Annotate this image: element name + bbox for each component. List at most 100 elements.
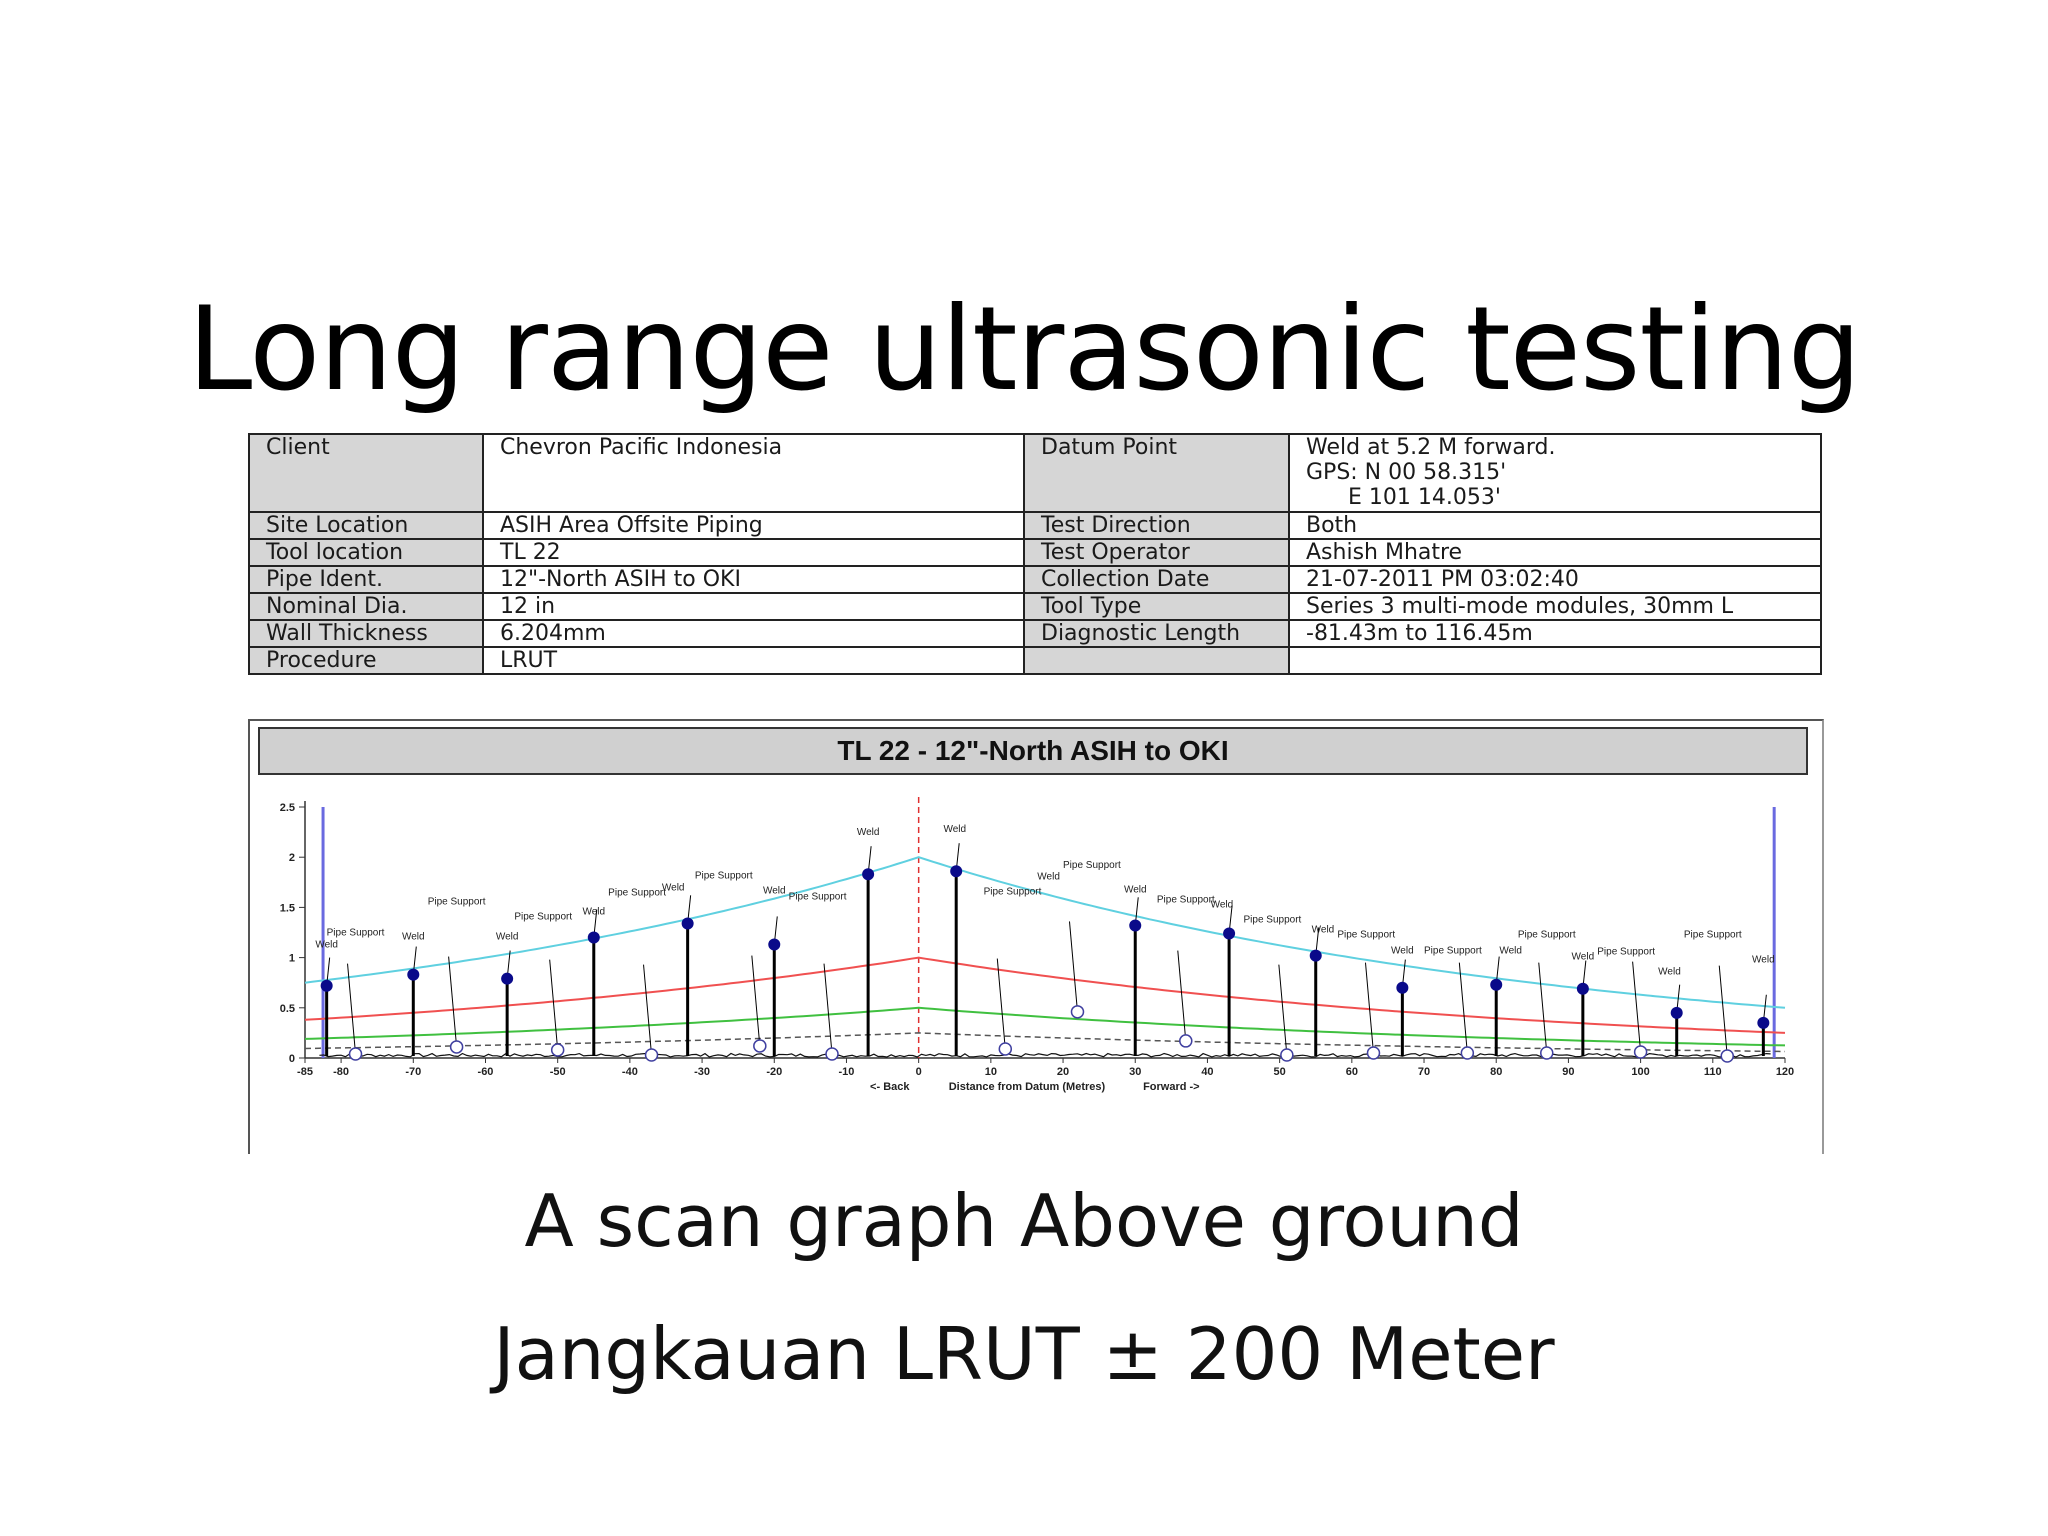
site-value: ASIH Area Offsite Piping [482,511,1025,540]
x-tick-label: 110 [1704,1066,1722,1078]
x-tick-label: 30 [1129,1066,1141,1078]
wall-thickness-value: 6.204mm [482,619,1025,648]
feature-annotation: Pipe Support [1337,930,1395,941]
feature-annotation: Weld [1124,884,1147,895]
weld-marker [1757,1016,1770,1029]
support-leader [751,955,761,1046]
feature-annotation: Pipe Support [1684,930,1742,941]
direction-value: Both [1288,511,1822,540]
nominal-dia-value: 12 in [482,592,1025,621]
procedure-value: LRUT [482,646,1025,675]
feature-annotation: Weld [1037,871,1060,882]
support-marker [348,1047,363,1061]
wall-thickness-label: Wall Thickness [248,619,484,648]
feature-annotation: Weld [943,824,966,835]
weld-marker [768,938,781,951]
collection-date-label: Collection Date [1023,565,1290,594]
support-leader [643,964,653,1056]
table-row: Client Chevron Pacific Indonesia Datum P… [248,433,1822,513]
client-value: Chevron Pacific Indonesia [482,433,1025,513]
y-tick-label: 1 [289,953,295,965]
support-marker [825,1047,839,1061]
support-marker [1633,1045,1648,1059]
dac-curve-1 [304,856,1786,1009]
feature-annotation: Pipe Support [695,870,753,881]
feature-annotation: Weld [662,882,685,893]
slide-title: Long range ultrasonic testing [187,282,1862,417]
tool-location-value: TL 22 [482,538,1025,567]
y-tick-label: 2 [289,852,295,864]
table-row: Procedure LRUT [248,646,1822,675]
feature-annotation: Weld [1752,955,1775,966]
tool-location-label: Tool location [248,538,484,567]
support-leader [823,963,833,1055]
feature-annotation: Weld [763,885,786,896]
weld-marker [1396,981,1409,994]
feature-annotation: Pipe Support [514,911,572,922]
diagnostic-length-value: -81.43m to 116.45m [1288,619,1822,648]
x-tick-label: 40 [1201,1066,1213,1078]
table-row: Pipe Ident. 12"-North ASIH to OKI Collec… [248,565,1822,594]
support-leader [1718,965,1728,1057]
feature-annotation: Pipe Support [984,886,1042,897]
table-row: Tool location TL 22 Test Operator Ashish… [248,538,1822,567]
support-leader [448,956,458,1048]
x-tick-label: -85 [297,1066,313,1078]
table-row: Site Location ASIH Area Offsite Piping T… [248,511,1822,540]
feature-annotation: Weld [1391,946,1414,957]
x-tick-label: -30 [694,1066,710,1078]
support-marker [449,1040,464,1054]
nominal-dia-label: Nominal Dia. [248,592,484,621]
weld-marker [1223,927,1236,940]
x-tick-label: 90 [1562,1066,1574,1078]
x-tick-label: 70 [1418,1066,1430,1078]
x-axis-back-label: <- Back [870,1081,910,1093]
weld-marker [681,917,694,930]
feature-annotation: Pipe Support [1518,930,1576,941]
feature-annotation: Pipe Support [608,887,666,898]
diagnostic-length-label: Diagnostic Length [1023,619,1290,648]
feature-annotation: Weld [857,827,880,838]
feature-annotation: Pipe Support [1244,914,1302,925]
weld-marker [1309,949,1322,962]
pipe-ident-value: 12"-North ASIH to OKI [482,565,1025,594]
feature-annotation: Weld [402,932,425,943]
table-row: Wall Thickness 6.204mm Diagnostic Length… [248,619,1822,648]
procedure-label: Procedure [248,646,484,675]
test-info-table: Client Chevron Pacific Indonesia Datum P… [248,433,1822,675]
chart-plot: 0 0.5 1 1.5 2 2.5 -85 -80 -70 -60 -50 -40 -30 -20 -10 0… [280,797,1794,1093]
feature-annotation: Weld [315,940,338,951]
weld-marker [1490,978,1503,991]
direction-label: Test Direction [1023,511,1290,540]
chart-title: TL 22 - 12"-North ASIH to OKI [258,727,1808,775]
scan-chart: TL 22 - 12"-North ASIH to OKI 0 0.5 1 1.5 2 2… [248,719,1824,1154]
support-marker [1720,1049,1734,1063]
support-leader [1177,950,1187,1041]
y-tick-label: 0 [289,1053,295,1065]
support-leader [996,958,1006,1050]
dac-curve-2 [304,956,1786,1034]
x-tick-label: 60 [1346,1066,1358,1078]
support-leader [347,963,357,1055]
weld-marker [320,979,333,992]
support-leader [1278,964,1288,1056]
weld-marker [501,972,514,985]
x-tick-label: -80 [333,1066,349,1078]
x-tick-label: 20 [1057,1066,1069,1078]
feature-annotation: Pipe Support [1157,894,1215,905]
empty-value [1288,646,1822,675]
tool-type-label: Tool Type [1023,592,1290,621]
pipe-ident-label: Pipe Ident. [248,565,484,594]
weld-marker [1129,919,1142,932]
x-tick-label: -20 [766,1066,782,1078]
caption-range: Jangkauan LRUT ± 200 Meter [493,1312,1555,1396]
support-leader [1364,962,1374,1054]
support-leader [1068,921,1078,1012]
feature-annotation: Weld [496,932,519,943]
support-marker [1366,1046,1381,1060]
dac-curve-3 [304,1006,1786,1047]
feature-annotation: Weld [1211,899,1234,910]
x-tick-label: 50 [1274,1066,1286,1078]
support-leader [1458,962,1468,1054]
feature-annotation: Pipe Support [428,896,486,907]
